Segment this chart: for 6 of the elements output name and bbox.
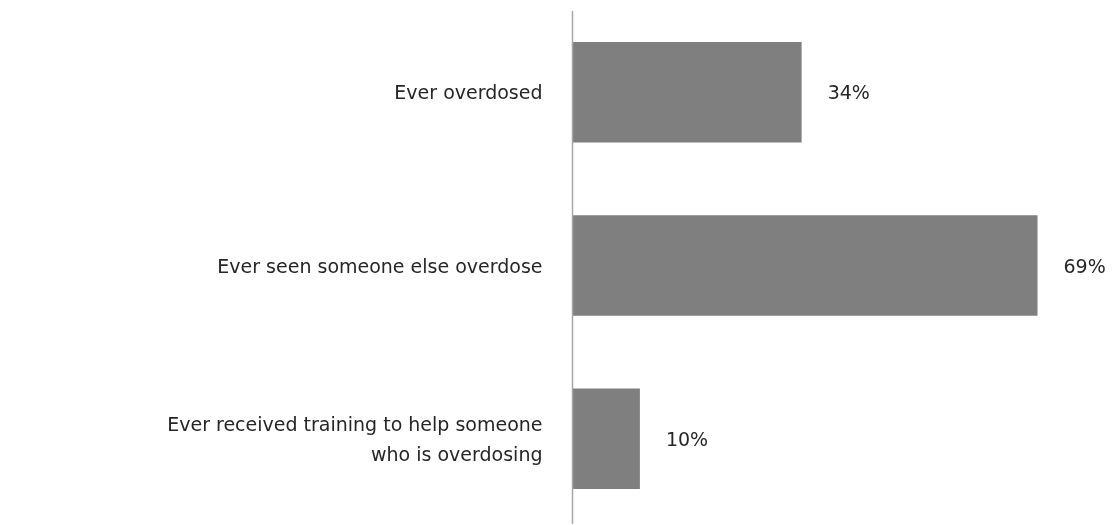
data-label: 34% (827, 81, 870, 104)
y-tick-label: Ever overdosed (394, 81, 543, 104)
data-label: 69% (1063, 254, 1106, 277)
y-tick-label: Ever seen someone else overdose (217, 254, 543, 277)
y-tick-label: Ever received training to help someone who is overdosing (167, 413, 543, 465)
data-label: 10% (665, 427, 709, 450)
